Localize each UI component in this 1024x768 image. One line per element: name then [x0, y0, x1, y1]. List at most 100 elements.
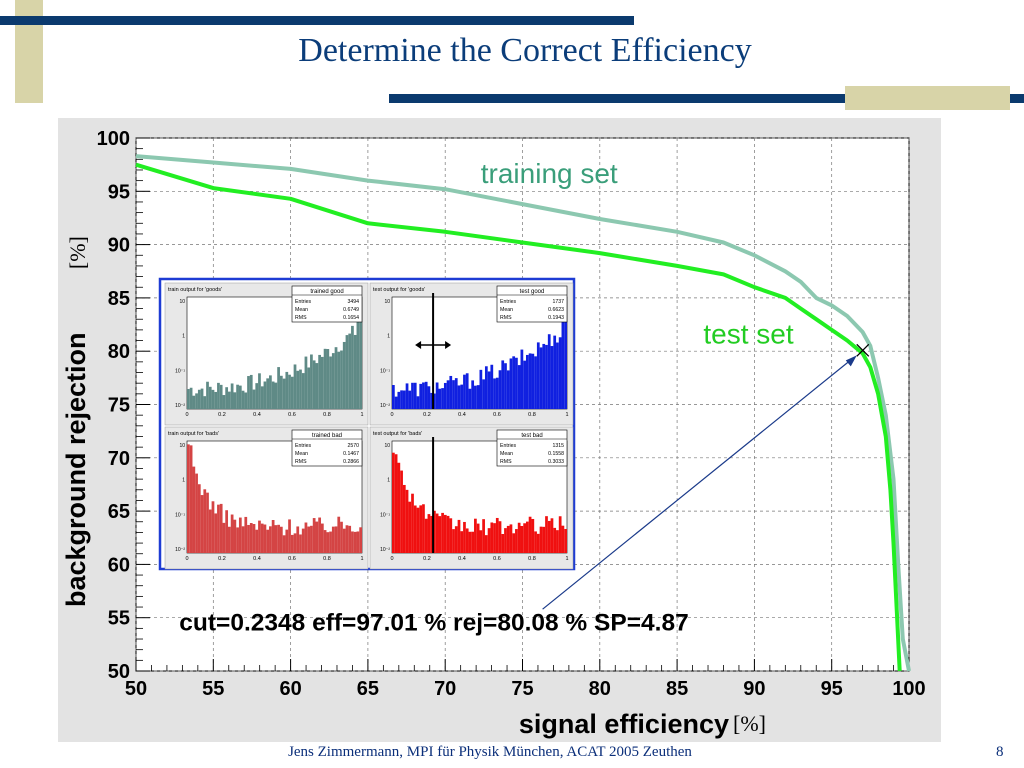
histogram-bar	[427, 386, 431, 409]
histogram-bar	[484, 535, 488, 553]
histogram-bar	[534, 356, 537, 409]
y-tick-label: 90	[108, 235, 130, 257]
y-tick-label: 50	[108, 661, 130, 683]
inset-y-tick-label: 10⁻¹	[380, 512, 390, 518]
histogram-bar	[301, 528, 305, 553]
histogram-bar	[258, 373, 261, 409]
histogram-bar	[293, 364, 297, 409]
histogram-bar	[274, 525, 278, 553]
histogram-bar	[556, 342, 559, 409]
histogram-bar	[269, 526, 272, 553]
histogram-bar	[424, 381, 428, 409]
histogram-bar	[443, 514, 447, 553]
histogram-bar	[187, 444, 190, 553]
histogram-bar	[214, 391, 218, 409]
histogram-bar	[501, 360, 505, 409]
histogram-bar	[282, 378, 286, 409]
histogram-bar	[255, 529, 259, 553]
inset-stats-label: Entries	[295, 299, 312, 305]
histogram-bar	[515, 357, 518, 409]
axis-labels: signal efficiency [%]background rejection…	[61, 236, 766, 739]
inset-panel: train output for 'goods'0 0.2 0.4 0.6 0.8 110…	[164, 282, 369, 426]
y-tick-label: 80	[108, 341, 130, 363]
x-tick-label: 70	[434, 678, 456, 700]
cut-arrowhead-left	[415, 341, 422, 349]
x-axis-title: signal efficiency	[519, 709, 729, 739]
histogram-bar	[187, 389, 190, 409]
histogram-bar	[402, 484, 406, 553]
x-tick-label: 75	[511, 678, 533, 700]
histogram-bar	[531, 353, 535, 409]
histogram-bar	[438, 388, 442, 409]
inset-y-tick-label: 10⁻¹	[175, 512, 185, 518]
x-tick-label: 65	[357, 678, 379, 700]
result-label: cut=0.2348 eff=97.01 % rej=80.08 % SP=4.…	[179, 609, 688, 636]
histogram-bar	[331, 526, 335, 553]
histogram-bar	[441, 388, 444, 409]
inset-stats-label: Entries	[295, 443, 312, 449]
histogram-bar	[564, 528, 567, 553]
histogram-bar	[397, 391, 401, 409]
histogram-bar	[433, 393, 436, 409]
histogram-bar	[528, 516, 532, 553]
histogram-bar	[230, 383, 234, 409]
histogram-bar	[463, 374, 466, 409]
inset-stats-value: 1315	[552, 443, 564, 449]
inset-panel: train output for 'bads' 0 0.2 0.4 0.6 0.8 1 10 1…	[164, 426, 369, 570]
histogram-bar	[394, 396, 398, 409]
histogram-bar	[203, 489, 207, 553]
histogram-bar	[545, 344, 548, 409]
decor-bar-right	[389, 94, 1024, 103]
histogram-bar	[217, 382, 220, 409]
inset-x-tick-label: 0.4	[253, 412, 261, 418]
histogram-bar	[356, 531, 360, 553]
inset-stats-label: RMS	[500, 459, 512, 465]
inset-stats-label: Entries	[500, 299, 517, 305]
histogram-bar	[394, 454, 398, 553]
histogram-bar	[296, 370, 300, 409]
page-number: 8	[996, 744, 1004, 760]
histogram-bar	[274, 382, 278, 409]
histogram-bar	[495, 377, 499, 409]
histogram-bar	[301, 373, 305, 409]
inset-x-tick-label: 0.4	[458, 412, 466, 418]
histogram-bar	[446, 515, 450, 553]
histogram-bar	[206, 381, 209, 409]
histogram-bar	[400, 390, 403, 409]
histogram-bar	[304, 522, 308, 553]
inset-x-tick-label: 0.6	[493, 556, 501, 562]
histogram-bar	[249, 523, 253, 553]
inset-y-tick-label: 1	[182, 334, 185, 340]
histogram-bar	[416, 396, 420, 409]
histogram-bar	[326, 532, 330, 553]
histogram-bar	[433, 510, 436, 553]
inset-y-tick-label: 1	[182, 478, 185, 484]
histogram-bar	[405, 383, 409, 409]
histogram-bar	[337, 351, 341, 409]
histogram-bar	[356, 314, 360, 409]
inset-y-tick-label: 10⁻²	[175, 547, 185, 553]
histogram-bar	[329, 531, 332, 553]
inset-stats-label: Mean	[295, 451, 308, 457]
histogram-bar	[320, 356, 324, 409]
inset-panel: test output for 'goods' 0 0.2 0.4 0.6 0.8 1 10 1…	[369, 282, 574, 426]
y-tick-label: 60	[108, 554, 130, 576]
histogram-bar	[531, 518, 535, 553]
histogram-bar	[337, 516, 341, 553]
histogram-bar	[342, 341, 346, 409]
histogram-bar	[244, 516, 248, 553]
histogram-bar	[312, 360, 316, 409]
efficiency-chart: 50 55 60 65 70 75 80 85 90 95 10050556065707580859…	[58, 118, 941, 742]
histogram-bar	[238, 385, 242, 409]
histogram-bar	[285, 371, 289, 409]
histogram-bar	[392, 385, 395, 409]
histogram-bar	[452, 380, 455, 409]
inset-stats-value: 0.1943	[548, 315, 564, 321]
histogram-bar	[449, 518, 453, 553]
histogram-bar	[468, 388, 472, 409]
histogram-bar	[353, 334, 357, 409]
histogram-bar	[482, 379, 485, 409]
histogram-bar	[206, 492, 209, 553]
histogram-bar	[498, 521, 502, 553]
histogram-bar	[504, 363, 507, 409]
